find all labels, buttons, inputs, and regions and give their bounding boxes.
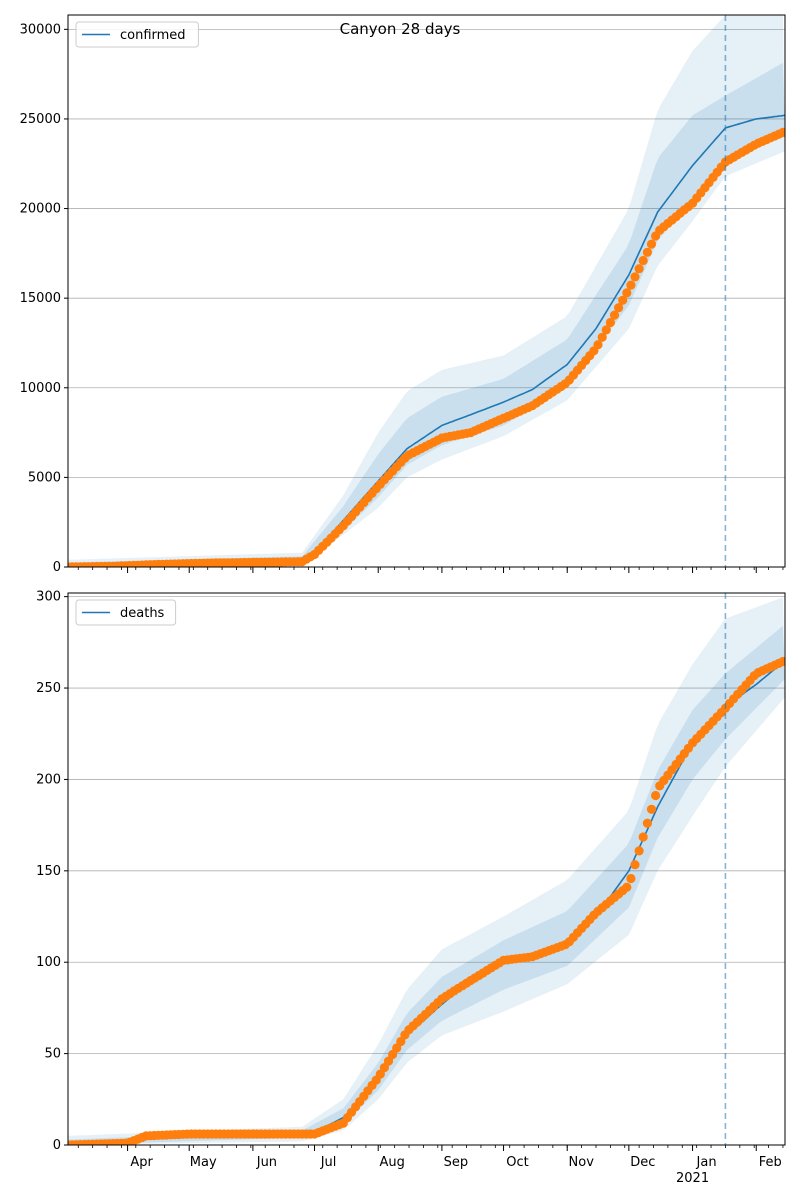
legend-label: confirmed bbox=[120, 28, 186, 43]
x-tick-label: Apr bbox=[130, 1155, 153, 1170]
data-point bbox=[634, 264, 644, 274]
plot-area bbox=[68, 15, 785, 567]
data-point bbox=[630, 860, 640, 870]
series-markers-observed bbox=[68, 656, 785, 1145]
x-tick-label: Jun bbox=[256, 1155, 277, 1170]
x-tick-label: Oct bbox=[506, 1155, 528, 1170]
data-point bbox=[626, 280, 636, 290]
data-point bbox=[778, 127, 785, 137]
data-point bbox=[778, 656, 785, 667]
y-tick-label: 250 bbox=[36, 681, 61, 696]
axes-frame bbox=[67, 592, 786, 1146]
y-tick-label: 5000 bbox=[28, 470, 61, 485]
data-point bbox=[630, 272, 640, 282]
y-tick-label: 15000 bbox=[20, 291, 61, 306]
x-tick-label: Dec bbox=[630, 1155, 655, 1170]
data-point bbox=[638, 255, 648, 266]
data-point bbox=[622, 882, 632, 892]
y-tick-label: 150 bbox=[36, 864, 61, 879]
uncertainty-band-outer bbox=[68, 597, 785, 1145]
data-point bbox=[642, 818, 653, 828]
data-point bbox=[609, 310, 620, 320]
y-tick-label: 20000 bbox=[20, 202, 61, 217]
legend-box bbox=[75, 599, 177, 626]
y-tick-label: 0 bbox=[53, 1138, 61, 1153]
uncertainty-band-inner bbox=[68, 62, 785, 567]
x-tick-label: Sep bbox=[444, 1155, 469, 1170]
x-tick-label: May bbox=[190, 1155, 217, 1170]
data-point bbox=[622, 288, 632, 298]
legend: confirmed bbox=[75, 21, 199, 48]
x-tick-label: Aug bbox=[380, 1155, 405, 1170]
y-tick-label: 300 bbox=[36, 590, 61, 605]
data-point bbox=[618, 295, 628, 305]
y-tick-label: 10000 bbox=[20, 381, 61, 396]
x-year-label: 2021 bbox=[676, 1171, 709, 1186]
data-point bbox=[593, 340, 603, 350]
chart-title: Canyon 28 days bbox=[339, 20, 461, 38]
y-tick-label: 100 bbox=[36, 955, 61, 970]
data-point bbox=[614, 303, 624, 313]
uncertainty-band-outer bbox=[68, 15, 785, 567]
x-tick-label: Jul bbox=[320, 1155, 337, 1170]
data-point bbox=[642, 247, 653, 257]
x-tick-label: Jan bbox=[696, 1155, 717, 1170]
data-point bbox=[605, 317, 616, 328]
plot-area bbox=[68, 597, 785, 1145]
data-point bbox=[626, 873, 636, 884]
legend-label: deaths bbox=[120, 606, 165, 621]
panel-2: 0 50 100 150 200 250 300 Apr May Jun Jul Aug Sep Oct N… bbox=[36, 590, 786, 1186]
data-point bbox=[646, 804, 657, 814]
data-point bbox=[597, 332, 607, 342]
data-point bbox=[651, 790, 661, 801]
y-tick-label: 50 bbox=[44, 1047, 61, 1062]
data-point bbox=[646, 239, 657, 249]
data-point bbox=[396, 1036, 406, 1047]
y-tick-label: 30000 bbox=[20, 22, 61, 37]
y-tick-label: 25000 bbox=[20, 112, 61, 127]
axes-frame bbox=[67, 14, 786, 568]
x-tick-label: Nov bbox=[569, 1155, 595, 1170]
legend-box bbox=[75, 21, 199, 48]
legend: deaths bbox=[75, 599, 177, 626]
y-tick-label: 200 bbox=[36, 772, 61, 787]
data-point bbox=[638, 832, 648, 842]
x-tick-label: Feb bbox=[759, 1155, 782, 1170]
panel-1: 0 5000 10000 15000 20000 25000 30000 confirmed bbox=[20, 14, 786, 575]
y-tick-label: 0 bbox=[53, 560, 61, 575]
data-point bbox=[634, 846, 644, 856]
data-point bbox=[601, 325, 611, 335]
series-markers-observed bbox=[68, 127, 785, 567]
data-point bbox=[383, 1056, 394, 1066]
